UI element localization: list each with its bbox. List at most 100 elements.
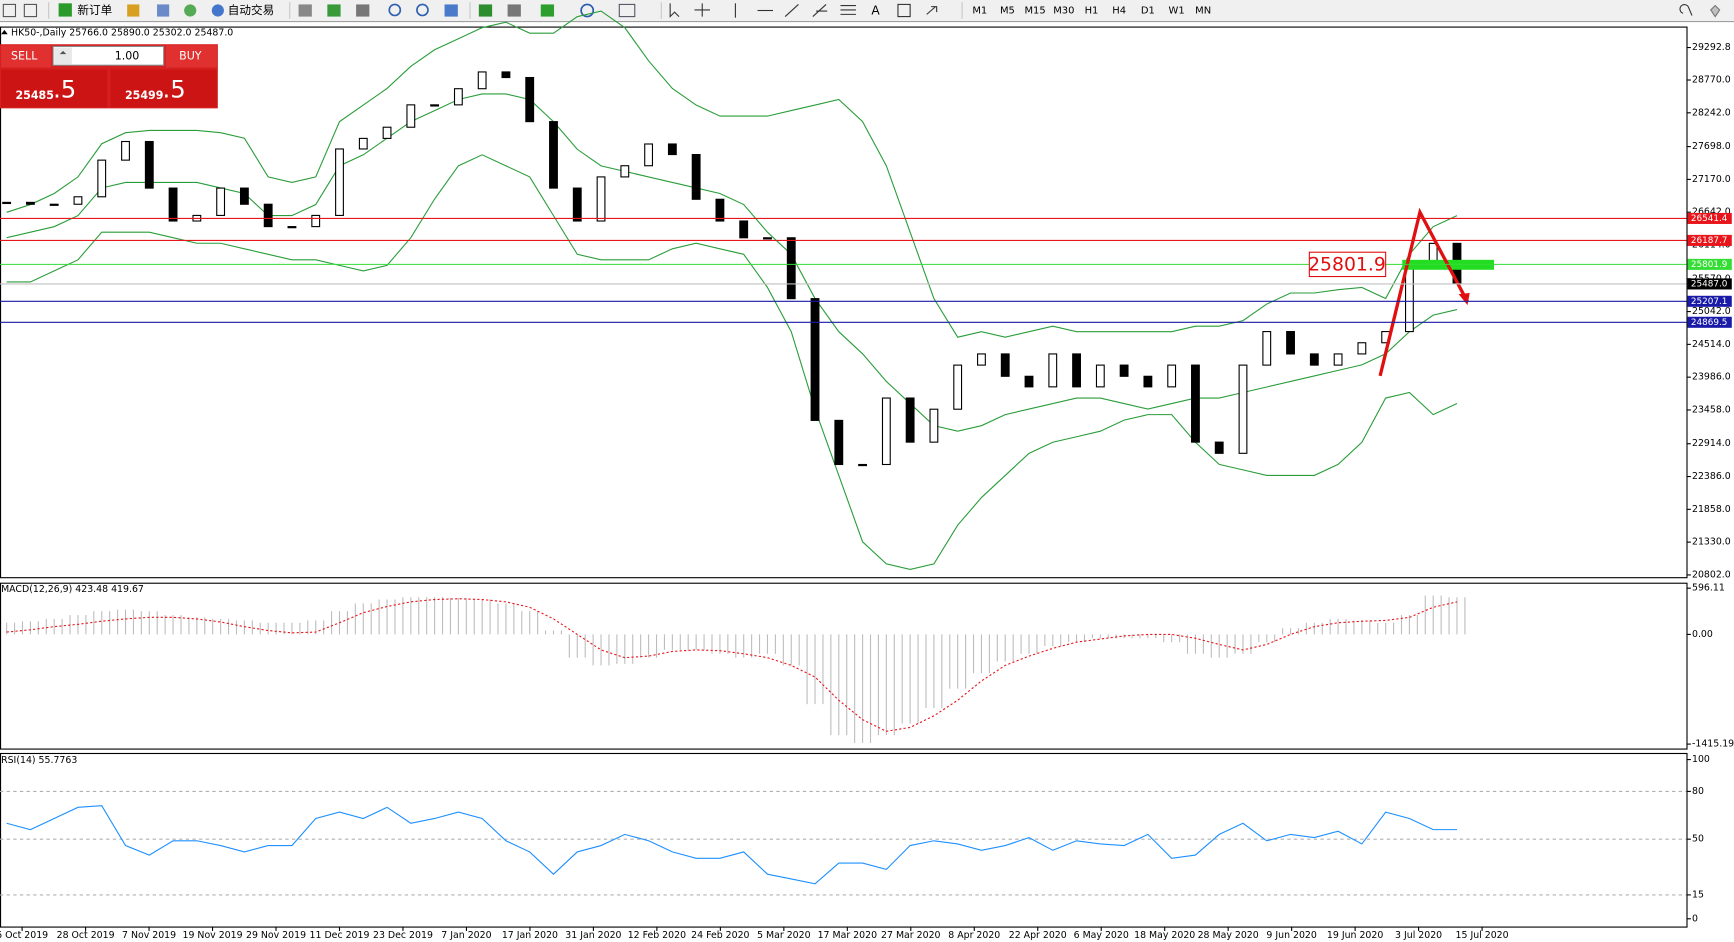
rsi-title: RSI(14) 55.7763 <box>1 755 77 766</box>
bollinger-lower <box>6 154 1458 570</box>
x-tick-label: 27 Mar 2020 <box>881 930 940 941</box>
icon[interactable] <box>1710 4 1721 18</box>
candle <box>25 201 35 205</box>
icon[interactable] <box>416 3 429 17</box>
x-tick-label: 28 Oct 2019 <box>57 930 115 941</box>
candle <box>1405 264 1414 333</box>
x-tick-label: 17 Mar 2020 <box>818 930 877 941</box>
sell-price-button[interactable] <box>1 69 108 108</box>
ask-fraction[interactable]: .5 <box>163 75 186 104</box>
x-tick-label: 3 Jul 2020 <box>1395 930 1442 941</box>
auto-trading-button[interactable]: 自动交易 <box>228 3 274 17</box>
icon[interactable] <box>356 4 370 17</box>
timeframe-button[interactable]: M1 <box>972 6 987 17</box>
buy-label[interactable]: BUY <box>179 49 202 62</box>
candle <box>763 237 772 240</box>
icon[interactable] <box>157 4 170 17</box>
candle <box>549 121 558 189</box>
toolbar-icons: A <box>2 3 1721 18</box>
y-tick-label: 0 <box>1692 913 1698 924</box>
candle <box>263 203 273 228</box>
x-tick-label: 6 May 2020 <box>1074 930 1129 941</box>
candle <box>977 353 986 366</box>
x-tick-label: 19 Jun 2020 <box>1327 930 1383 941</box>
candle <box>1309 353 1319 366</box>
candle <box>1119 364 1129 377</box>
ask-price[interactable]: 25499 <box>125 89 163 102</box>
icon[interactable] <box>694 3 710 17</box>
y-tick-label: 23458.0 <box>1692 404 1731 415</box>
lots-value[interactable]: 1.00 <box>115 49 140 62</box>
candle <box>239 187 249 205</box>
y-tick-label: 22914.0 <box>1692 438 1731 449</box>
macd-pane-frame <box>0 582 1688 750</box>
icon[interactable] <box>478 4 493 17</box>
new-order-button[interactable]: 新订单 <box>77 3 112 17</box>
icon[interactable] <box>184 4 197 17</box>
icon[interactable] <box>926 6 938 15</box>
y-tick-label: 28770.0 <box>1692 75 1731 86</box>
icon[interactable] <box>618 3 636 18</box>
icon[interactable] <box>2 3 17 18</box>
icon[interactable] <box>211 4 224 17</box>
timeframe-button[interactable]: H1 <box>1085 6 1099 17</box>
sell-label[interactable]: SELL <box>11 49 38 62</box>
icon[interactable] <box>580 3 595 18</box>
icon[interactable] <box>298 4 312 17</box>
level-label: 26541.4 <box>1691 214 1728 224</box>
level-tag <box>1687 212 1732 224</box>
bid-price[interactable]: 25485 <box>15 89 53 102</box>
icon[interactable] <box>812 4 828 17</box>
timeframe-button[interactable]: MN <box>1195 6 1211 17</box>
toolbar-separators <box>48 2 963 19</box>
bid-fraction[interactable]: .5 <box>53 75 76 104</box>
icon[interactable] <box>388 3 402 17</box>
candle <box>572 187 582 222</box>
y-tick-label: 23986.0 <box>1692 372 1731 383</box>
icon[interactable] <box>784 4 799 17</box>
icon[interactable] <box>444 4 458 17</box>
buy-button[interactable] <box>165 45 217 68</box>
y-tick-label: 27698.0 <box>1692 141 1731 152</box>
candle <box>2 201 12 205</box>
timeframe-button[interactable]: M5 <box>1000 6 1015 17</box>
y-tick-label: 27170.0 <box>1692 174 1731 185</box>
candle <box>786 237 796 300</box>
icon[interactable] <box>58 3 72 17</box>
x-tick-label: 15 Jul 2020 <box>1456 930 1509 941</box>
annotation: 25801.9 <box>1308 254 1386 275</box>
macd-title: MACD(12,26,9) 423.48 419.67 <box>1 584 144 595</box>
icon[interactable] <box>127 4 140 17</box>
icon-search[interactable] <box>1679 4 1693 16</box>
candle <box>453 88 463 106</box>
icon[interactable] <box>669 3 680 18</box>
icon[interactable] <box>840 4 856 15</box>
icon-text-tool[interactable]: A <box>871 4 880 18</box>
candle <box>1286 331 1295 355</box>
timeframe-button[interactable]: W1 <box>1169 6 1185 17</box>
candle <box>216 187 226 216</box>
candle <box>1143 375 1153 388</box>
spin-up[interactable] <box>59 50 67 55</box>
timeframe-button[interactable]: D1 <box>1141 6 1155 17</box>
lots-input[interactable] <box>52 45 165 66</box>
x-tick-label: 29 Nov 2019 <box>246 930 306 941</box>
candle <box>144 140 154 189</box>
candle <box>905 397 915 443</box>
icon[interactable] <box>540 4 555 17</box>
timeframe-button[interactable]: H4 <box>1112 6 1126 17</box>
trend-drawing <box>1378 207 1469 377</box>
sell-button[interactable] <box>1 45 51 68</box>
candle <box>810 298 820 421</box>
candle <box>477 71 487 90</box>
lots-spinner[interactable] <box>54 47 72 65</box>
timeframe-button[interactable]: M30 <box>1053 6 1074 17</box>
icon[interactable] <box>23 3 38 18</box>
timeframe-button[interactable]: M15 <box>1024 6 1045 17</box>
icon[interactable] <box>897 3 911 18</box>
icon[interactable] <box>507 4 521 17</box>
icon[interactable] <box>327 4 341 17</box>
level-tag <box>1687 295 1732 307</box>
buy-price-button[interactable] <box>110 69 217 108</box>
